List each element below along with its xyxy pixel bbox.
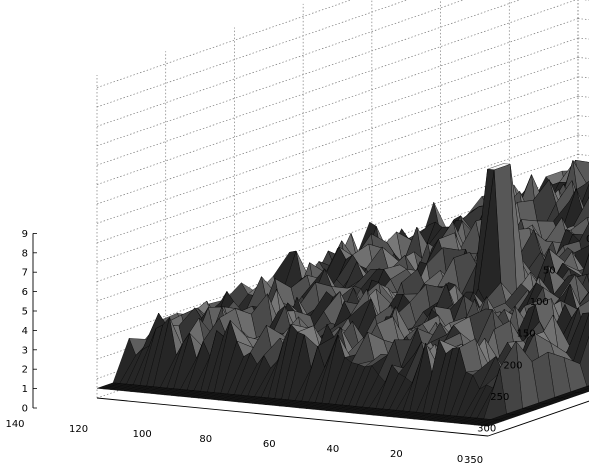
tick-labels: 0123456789140120100806040200050100150200… <box>5 229 589 466</box>
x-tick-label: 350 <box>464 455 483 466</box>
z-tick-label: 5 <box>22 307 28 318</box>
y-tick-label: 60 <box>263 439 276 450</box>
grid-line <box>96 37 579 205</box>
x-tick-label: 200 <box>503 360 522 371</box>
x-tick-label: 50 <box>543 266 556 277</box>
grid-line <box>577 37 589 40</box>
x-tick-label: 0 <box>586 234 589 245</box>
x-tick-label: 150 <box>517 329 536 340</box>
z-tick-label: 4 <box>22 326 28 337</box>
x-tick-label: 250 <box>490 392 509 403</box>
grid-line <box>96 0 521 147</box>
y-tick-label: 20 <box>390 449 403 460</box>
grid-line <box>582 0 589 1</box>
z-tick-label: 3 <box>22 345 28 356</box>
y-tick-label: 100 <box>133 429 152 440</box>
grid-line <box>96 76 579 244</box>
grid-line <box>96 57 579 224</box>
grid-line <box>96 0 352 88</box>
axes <box>32 232 589 437</box>
grid-line <box>577 76 589 79</box>
grid-line <box>96 0 465 127</box>
y-tick-label: 120 <box>69 424 88 435</box>
surface-patch <box>481 419 505 427</box>
y-tick-label: 80 <box>199 434 212 445</box>
grid-line <box>577 95 589 98</box>
y-axis-line <box>487 400 589 437</box>
x-tick-label: 100 <box>530 297 549 308</box>
y-tick-label: 0 <box>457 454 463 465</box>
z-tick-label: 0 <box>22 404 28 415</box>
z-tick-label: 2 <box>22 365 28 376</box>
x-axis-line <box>96 397 489 437</box>
grid-line <box>577 18 589 21</box>
grid-line <box>96 134 579 302</box>
z-tick-label: 7 <box>22 268 28 279</box>
z-tick-label: 6 <box>22 287 28 298</box>
grid-line <box>578 0 589 18</box>
z-tick-label: 9 <box>22 229 28 240</box>
grid-line <box>577 115 589 118</box>
z-tick-label: 8 <box>22 248 28 259</box>
z-tick-label: 1 <box>22 384 28 395</box>
x-tick-label: 300 <box>477 423 496 434</box>
grid-line <box>96 95 579 263</box>
grid-line <box>577 57 589 59</box>
grid-line <box>96 18 579 185</box>
y-tick-label: 140 <box>5 419 24 430</box>
surface <box>96 159 589 427</box>
grid-line <box>96 115 579 282</box>
y-tick-label: 40 <box>326 444 339 455</box>
grid-line <box>96 0 577 166</box>
grid-line <box>96 0 409 108</box>
